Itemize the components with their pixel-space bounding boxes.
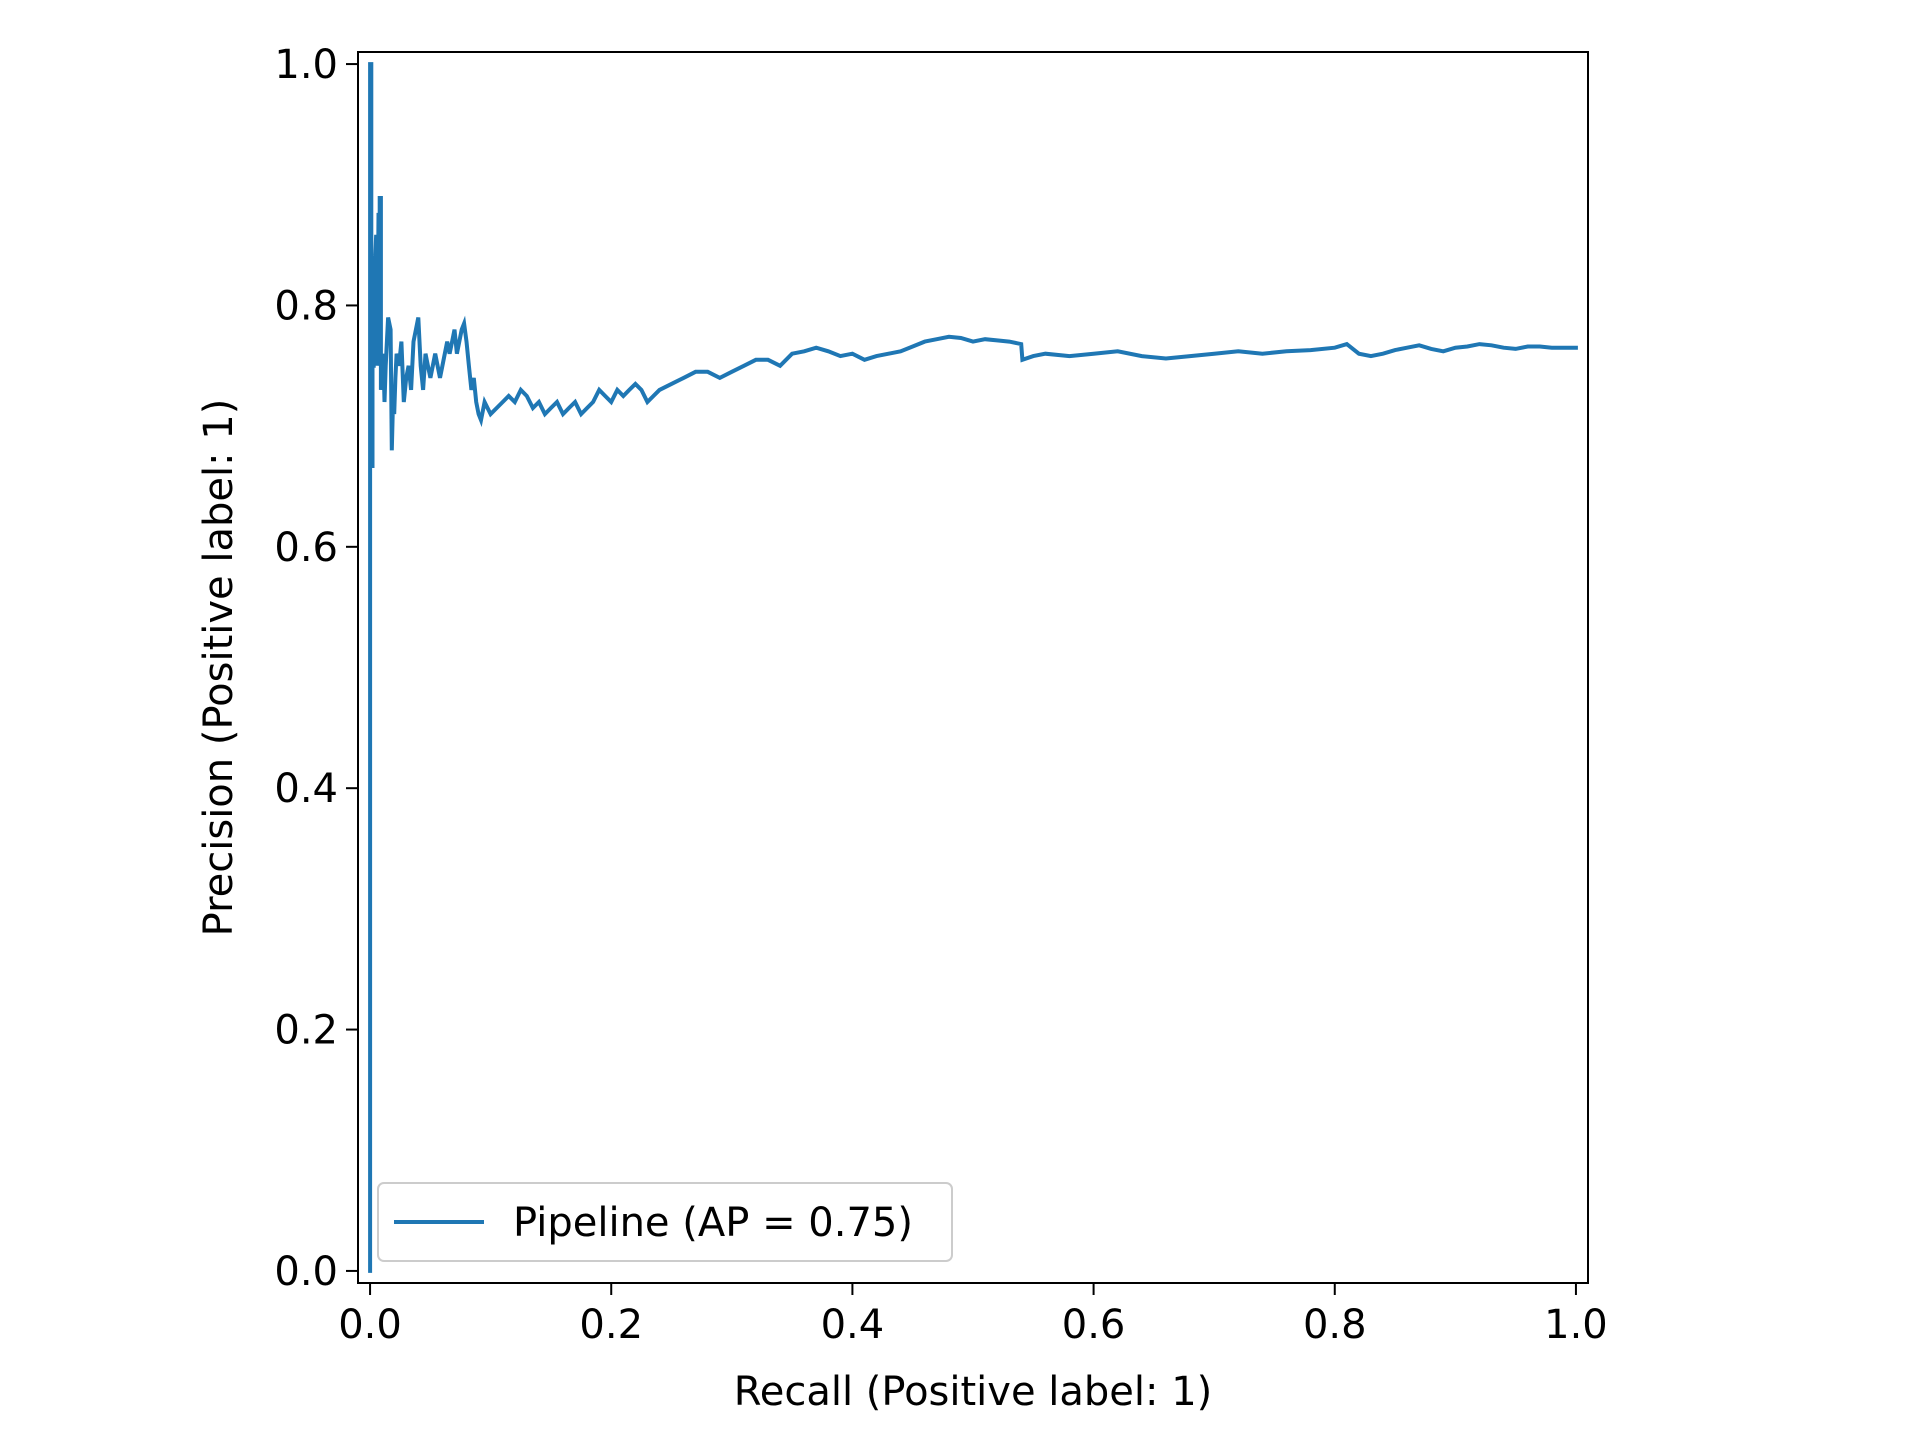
legend: Pipeline (AP = 0.75) (377, 1182, 953, 1262)
plot-area (368, 62, 1578, 1273)
x-axis-label: Recall (Positive label: 1) (734, 1369, 1213, 1415)
legend-entry-label: Pipeline (AP = 0.75) (513, 1200, 913, 1246)
x-tick-label: 0.2 (579, 1302, 643, 1348)
y-tick-label: 0.0 (274, 1249, 338, 1295)
x-tick-label: 0.8 (1303, 1302, 1367, 1348)
series-line-0 (368, 62, 1578, 1273)
axes: 0.0 0.2 0.4 0.6 0.8 1.0 0.0 0.2 0.4 0.6 0.8 1.0 (274, 42, 1607, 1348)
x-tick-label: 0.0 (338, 1302, 402, 1348)
legend-box (377, 1182, 953, 1262)
x-tick-label: 0.6 (1062, 1302, 1126, 1348)
y-tick-label: 0.2 (274, 1008, 338, 1054)
x-tick-label: 1.0 (1544, 1302, 1608, 1348)
y-tick-label: 0.6 (274, 525, 338, 571)
axes-frame (357, 51, 1589, 1284)
y-tick-label: 0.8 (274, 283, 338, 329)
y-axis-label: Precision (Positive label: 1) (196, 399, 242, 937)
y-tick-label: 0.4 (274, 766, 338, 812)
x-tick-label: 0.4 (821, 1302, 885, 1348)
y-tick-label: 1.0 (274, 42, 338, 88)
